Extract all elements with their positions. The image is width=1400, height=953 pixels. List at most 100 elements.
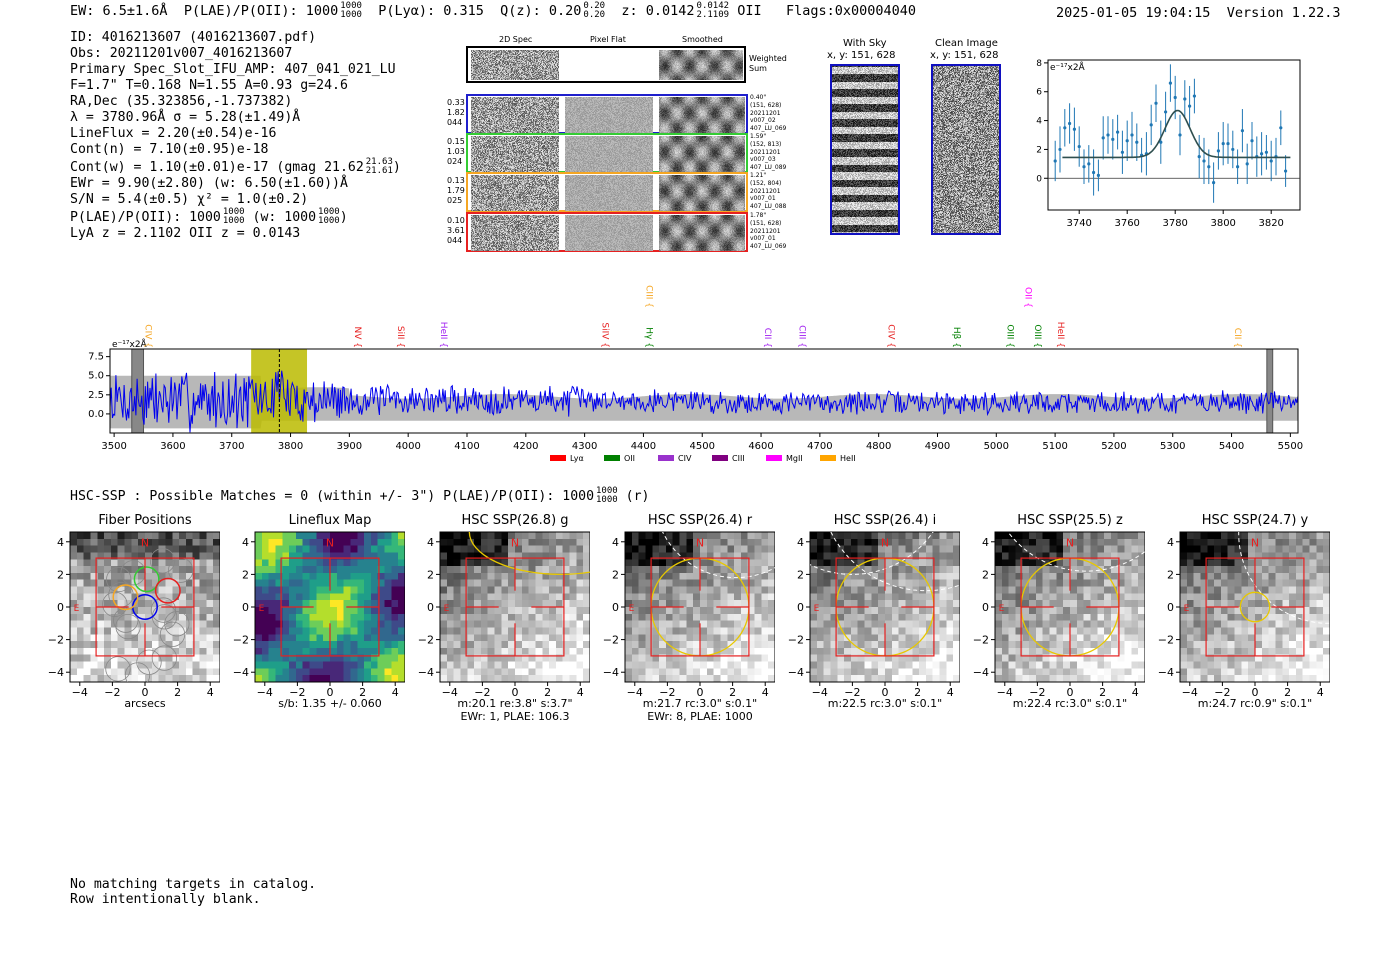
panel-x-tick-label: 2 xyxy=(914,686,921,699)
panel-y-tick-label: 2 xyxy=(797,568,804,581)
spec-x-tick-label: 3800 xyxy=(278,441,303,452)
east-label: E xyxy=(444,604,450,614)
line-marker-label: OII { xyxy=(1023,287,1033,308)
panel-x-tick-label: −4 xyxy=(442,686,458,699)
fiber-highlight xyxy=(112,584,139,611)
spec-x-tick-label: 5500 xyxy=(1278,441,1303,452)
cutout-stat: 3.61 xyxy=(447,226,465,235)
info-plae-w: (w: 1000 xyxy=(252,210,317,225)
spec-y-tick-label: 5.0 xyxy=(88,371,104,382)
spectrum-line xyxy=(110,370,1298,433)
legend-swatch xyxy=(550,455,566,461)
line-marker-label: CIII { xyxy=(796,325,806,348)
fit-y-tick-label: 2 xyxy=(1036,145,1042,155)
info-plae-hi: 1000 xyxy=(222,207,245,217)
line-marker-label: Hγ { xyxy=(643,327,653,348)
cutout-stat: 044 xyxy=(447,118,463,127)
panel-title: HSC SSP(24.7) y xyxy=(1201,513,1309,528)
cutout-fiber-info: v007_01 xyxy=(750,235,776,243)
cutout-smoothed xyxy=(659,97,745,133)
legend-swatch xyxy=(766,455,782,461)
imaging-panel: −4 −4 −2 −2 0 0 2 2 4 4 N E xyxy=(48,531,220,699)
panel-x-tick-label: −2 xyxy=(289,686,305,699)
legend-label: Lyα xyxy=(570,454,584,463)
fit-data-point xyxy=(1188,104,1192,108)
panel-x-tick-label: 0 xyxy=(697,686,704,699)
info-id: ID: 4016213607 (4016213607.pdf) xyxy=(70,30,317,45)
panel-title: Fiber Positions xyxy=(98,513,192,528)
cutout-fiber-info: 1.78" xyxy=(750,212,767,219)
panel-y-tick-label: −4 xyxy=(603,666,619,679)
spec-x-tick-label: 4300 xyxy=(572,441,597,452)
legend-swatch xyxy=(604,455,620,461)
cutout-pixel-flat xyxy=(565,215,653,251)
panel-y-tick-label: −2 xyxy=(973,634,989,647)
spec-x-tick-label: 4500 xyxy=(690,441,715,452)
imaging-panel: −4 −4 −2 −2 0 0 2 2 4 4 N E xyxy=(603,531,775,699)
panel-title: HSC SSP(26.4) r xyxy=(647,513,753,528)
spec-x-tick-label: 4600 xyxy=(748,441,773,452)
catalog-ellipse xyxy=(468,532,590,576)
panel-image xyxy=(625,532,775,682)
fit-data-point xyxy=(1092,170,1096,175)
fit-data-point xyxy=(1087,162,1091,166)
weighted-sum-label: Weighted Sum xyxy=(749,54,787,73)
panel-overlay xyxy=(1007,532,1145,657)
panel-y-tick-label: 0 xyxy=(57,601,64,614)
cutout-stat: 025 xyxy=(447,196,463,205)
panel-x-tick-label: 4 xyxy=(947,686,954,699)
cutout-stat: 1.79 xyxy=(447,186,465,195)
cutout-row-right-info: 1.21" (152, 804) 20211201 v007_01 407_LU_088 xyxy=(750,172,786,211)
hsc-summary-hi: 1000 xyxy=(596,486,618,496)
panel-y-tick-label: −2 xyxy=(233,634,249,647)
legend-label: CIV xyxy=(678,454,692,463)
header-plya: P(Lyα): 0.315 xyxy=(378,3,484,19)
with-sky-title: With Sky xyxy=(843,38,887,49)
footer-line-1: No matching targets in catalog. xyxy=(70,877,317,892)
panel-y-tick-label: −4 xyxy=(1158,666,1174,679)
hsc-summary-band: (r) xyxy=(625,489,650,504)
east-label: E xyxy=(814,604,820,614)
fit-data-point xyxy=(1197,155,1201,159)
fiber-highlight xyxy=(133,566,160,593)
cutout-fiber-info: 407_LU_069 xyxy=(750,125,787,133)
fiber-outline xyxy=(150,597,177,623)
spec-x-tick-label: 4700 xyxy=(807,441,832,452)
spec-x-tick-label: 5100 xyxy=(1042,441,1067,452)
cutout-row-left-stats: 0.13 1.79 025 xyxy=(447,176,465,206)
cutout-smoothed xyxy=(659,215,745,251)
panel-y-tick-label: 0 xyxy=(427,601,434,614)
info-lambda: λ = 3780.96Å σ = 5.28(±1.49)Å xyxy=(70,110,301,125)
cutout-row-left-stats: 0.15 1.03 024 xyxy=(447,137,465,167)
north-label: N xyxy=(1251,537,1259,550)
imaging-panel: −4 −4 −2 −2 0 0 2 2 4 4 N E xyxy=(1158,531,1330,699)
line-fit-chart: 3740 3760 3780 3800 3820 0 2 4 6 8 e⁻¹⁷x2Å xyxy=(1036,59,1301,229)
panel-caption: m:22.4 rc:3.0" s:0.1" xyxy=(1012,697,1128,710)
clean-image xyxy=(931,64,1001,235)
cutout-row xyxy=(466,212,748,252)
panel-x-tick-label: 0 xyxy=(1252,686,1259,699)
fit-y-tick-label: 0 xyxy=(1036,174,1042,184)
panel-y-tick-label: 2 xyxy=(612,568,619,581)
footer-line-2: Row intentionally blank. xyxy=(70,892,261,907)
cutout-pixel-flat xyxy=(565,175,653,211)
fit-data-point xyxy=(1216,149,1220,153)
spec-x-tick-label: 4800 xyxy=(866,441,891,452)
cutout-stat: 044 xyxy=(447,236,463,245)
fit-data-point xyxy=(1250,139,1254,143)
info-radec: RA,Dec (35.323856,-1.737382) xyxy=(70,94,293,109)
fit-data-point xyxy=(1130,133,1134,137)
cutout-fiber-info: 407_LU_069 xyxy=(750,243,787,251)
east-label: E xyxy=(259,604,265,614)
panel-y-tick-label: 2 xyxy=(1167,568,1174,581)
cutout-stat: 0.13 xyxy=(447,176,465,185)
aperture-circle xyxy=(1239,591,1271,623)
fit-data-point xyxy=(1178,133,1182,137)
info-plae-lo: 1000 xyxy=(222,216,245,226)
fit-x-tick-label: 3800 xyxy=(1210,218,1235,229)
fit-data-point xyxy=(1164,110,1168,114)
panel-x-tick-label: 4 xyxy=(762,686,769,699)
cutout-fiber-info: 20211201 xyxy=(750,227,781,235)
panel-y-tick-label: 4 xyxy=(242,536,249,549)
cutout-stat: 0.15 xyxy=(447,137,465,146)
